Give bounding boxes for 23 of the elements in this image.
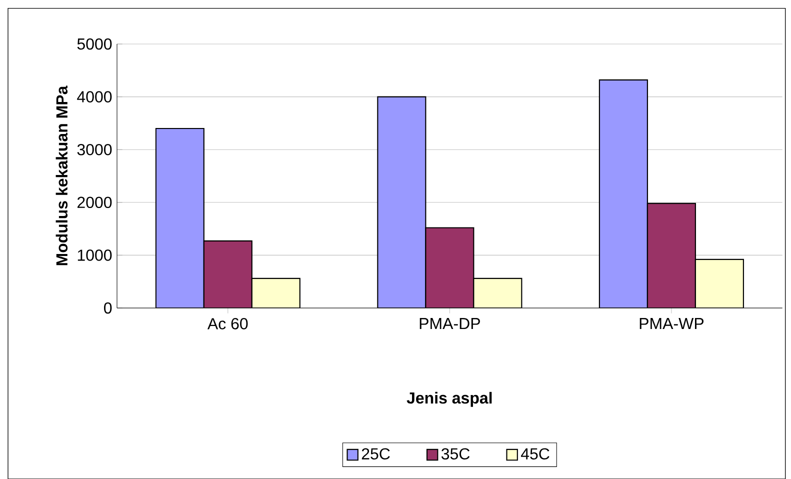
x-tick-label: PMA-WP: [640, 318, 704, 329]
y-tick-label: 3000: [77, 144, 112, 156]
bar: [251, 278, 300, 308]
x-tick-label: PMA-DP: [420, 318, 480, 329]
bar: [473, 278, 522, 308]
bar: [155, 128, 204, 308]
y-tick-label: 2000: [78, 196, 112, 208]
y-tick-label: 1000: [78, 249, 112, 261]
bar: [694, 258, 744, 308]
y-tick-label: 4000: [77, 90, 112, 102]
y-tick-label: 0: [104, 302, 112, 314]
legend-label: 35C: [441, 448, 470, 460]
bar: [425, 227, 474, 308]
y-tick-label: 5000: [77, 38, 112, 50]
bar: [377, 96, 426, 308]
x-tick-label: Ac 60: [207, 318, 248, 330]
legend-label: 45C: [520, 448, 550, 460]
bar: [203, 240, 252, 308]
y-axis-title: Modulus kekakuan MPa: [56, 86, 68, 266]
bar: [598, 79, 648, 308]
x-axis-title: Jenis aspal: [406, 392, 492, 407]
legend-label: 25C: [362, 448, 390, 460]
bar: [646, 202, 696, 308]
